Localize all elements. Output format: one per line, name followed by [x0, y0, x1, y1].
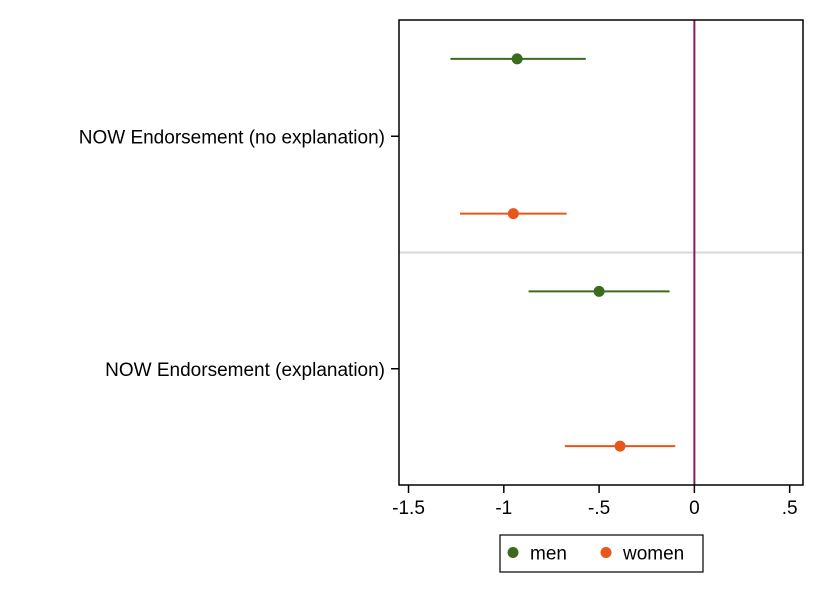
legend: men women [499, 534, 704, 573]
x-axis: -1.5 -1 -.5 0 .5 [392, 485, 798, 519]
x-tick-label: -.5 [588, 498, 610, 519]
x-tick-label: -1 [495, 498, 512, 519]
legend-label-men: men [530, 544, 567, 565]
plot-frame [398, 19, 804, 486]
y-category-label: NOW Endorsement (no explanation) [79, 127, 385, 148]
y-category-label: NOW Endorsement (explanation) [105, 360, 385, 381]
y-axis: NOW Endorsement (no explanation) NOW Endo… [79, 127, 399, 381]
x-tick-label: .5 [782, 498, 798, 519]
point-men-1 [593, 285, 605, 297]
point-women-0 [507, 208, 519, 220]
legend-marker-women [600, 547, 612, 558]
x-tick-label: -1.5 [392, 498, 425, 519]
chart-marks [450, 53, 676, 452]
x-tick-label: 0 [689, 498, 700, 519]
legend-label-women: women [622, 544, 684, 565]
legend-marker-men [507, 547, 519, 558]
point-men-0 [511, 53, 523, 65]
point-women-1 [614, 440, 626, 452]
